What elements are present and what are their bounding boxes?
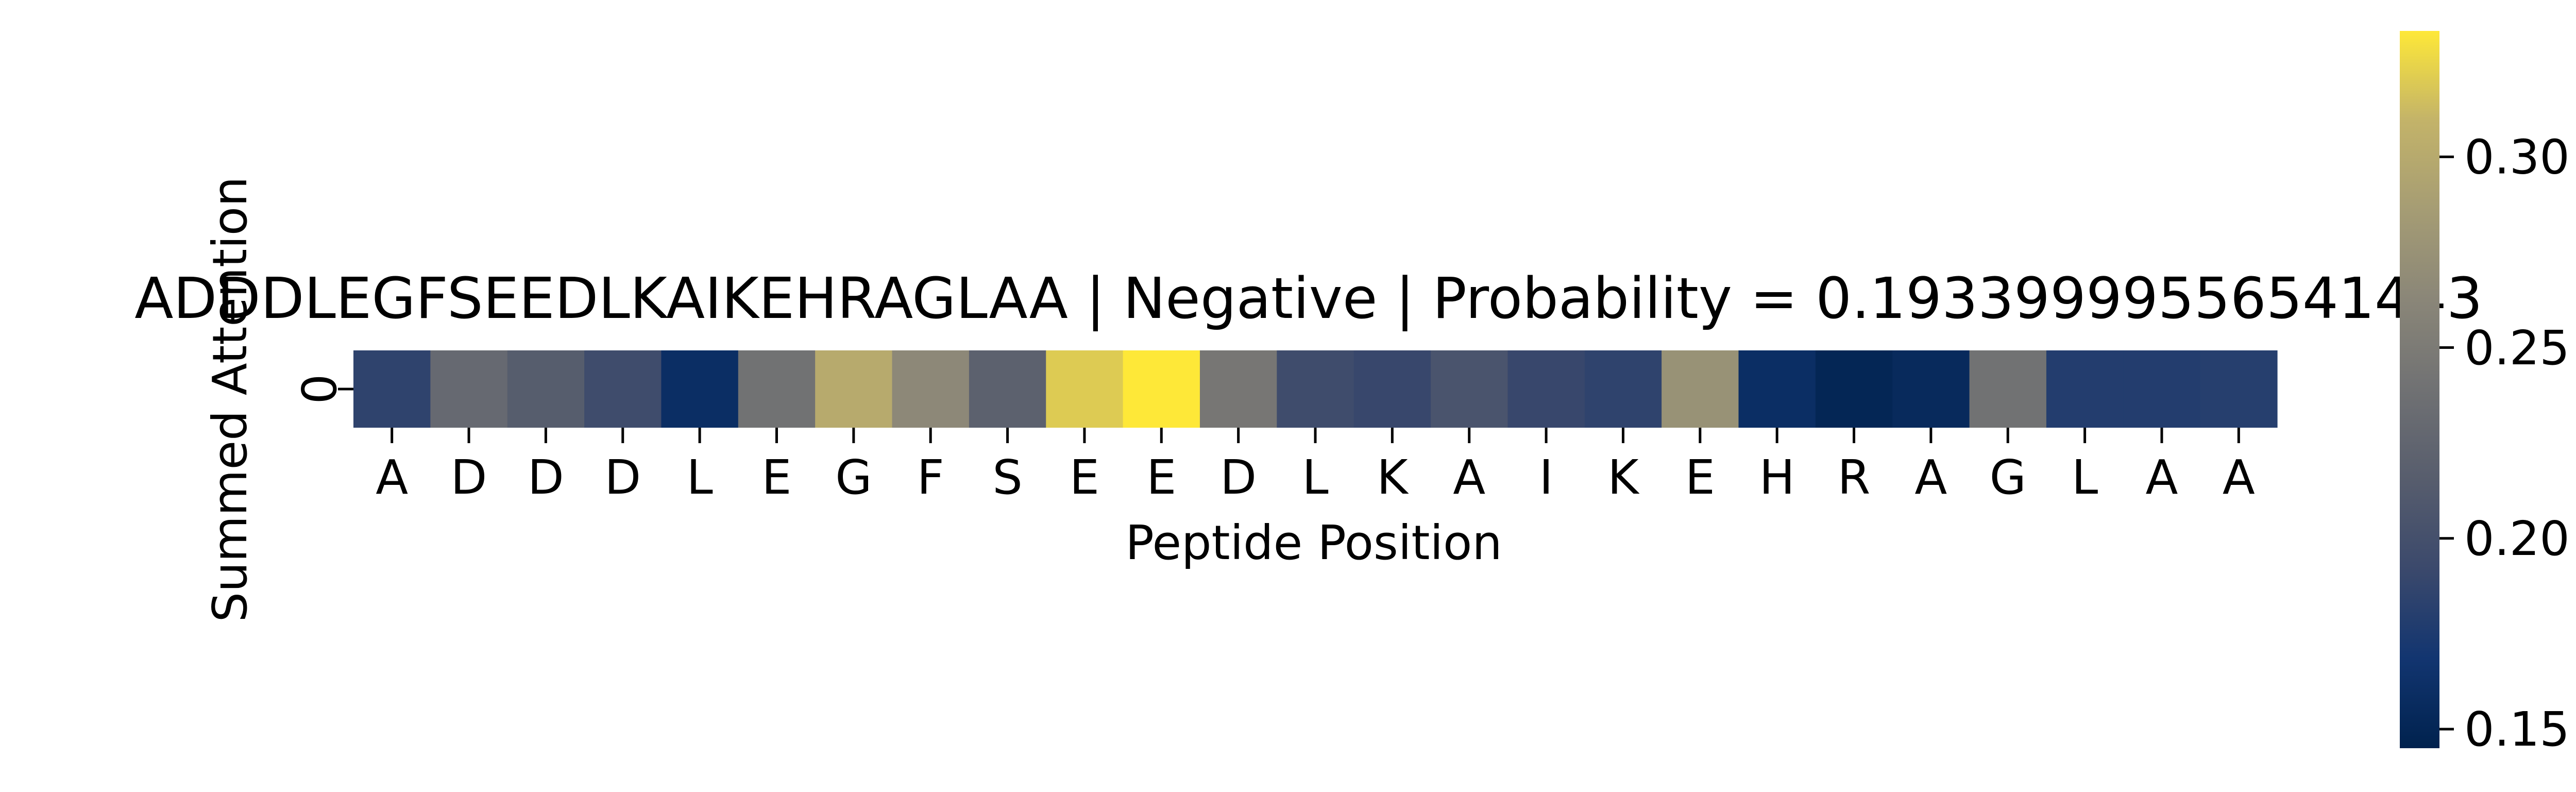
heatmap-cells <box>353 350 2278 428</box>
x-axis-label: Peptide Position <box>1125 515 1502 570</box>
x-tick-label: A <box>2145 450 2178 505</box>
y-tick-label: 0 <box>292 374 347 405</box>
colorbar-tick-label: 0.20 <box>2464 511 2570 566</box>
heatmap-cell <box>1353 350 1431 428</box>
heatmap-cell <box>2200 350 2278 428</box>
x-tick-label: R <box>1838 450 1871 505</box>
heatmap-cell <box>2123 350 2201 428</box>
heatmap-cell <box>1584 350 1662 428</box>
x-tick-label: L <box>1302 450 1328 505</box>
x-tick-label: D <box>604 450 641 505</box>
heatmap-cell <box>1815 350 1893 428</box>
colorbar-tick-label: 0.30 <box>2464 130 2570 185</box>
heatmap-cell <box>1277 350 1354 428</box>
heatmap-cell <box>430 350 508 428</box>
heatmap-cell <box>1123 350 1200 428</box>
colorbar-ticks: 0.15 0.20 0.25 0.30 <box>2439 130 2570 757</box>
x-tick-label: K <box>1607 450 1640 505</box>
x-tick-label: D <box>451 450 487 505</box>
heatmap-cell <box>661 350 739 428</box>
heatmap-cell <box>738 350 816 428</box>
x-tick-label: A <box>2223 450 2255 505</box>
x-tick-label: L <box>686 450 713 505</box>
heatmap-cell <box>969 350 1046 428</box>
colorbar <box>2400 31 2439 748</box>
colorbar-tick-label: 0.15 <box>2464 702 2570 757</box>
x-tick-label: A <box>1453 450 1485 505</box>
heatmap-cell <box>353 350 431 428</box>
heatmap-cell <box>815 350 893 428</box>
heatmap-cell <box>507 350 585 428</box>
x-tick-label: G <box>1990 450 2026 505</box>
x-tick-label: H <box>1759 450 1795 505</box>
x-tick-label: E <box>1070 450 1099 505</box>
x-tick-label: D <box>528 450 564 505</box>
x-tick-label: G <box>835 450 872 505</box>
y-axis-ticks: 0 <box>292 374 353 405</box>
heatmap-cell <box>1738 350 1816 428</box>
heatmap-cell <box>1199 350 1277 428</box>
heatmap-cell <box>1662 350 1739 428</box>
x-tick-label: D <box>1220 450 1257 505</box>
colorbar-tick-label: 0.25 <box>2464 321 2570 376</box>
x-tick-label: E <box>761 450 791 505</box>
heatmap-cell <box>584 350 662 428</box>
x-tick-label: E <box>1685 450 1715 505</box>
heatmap-cell <box>1969 350 2047 428</box>
heatmap-cell <box>1431 350 1508 428</box>
heatmap-cell <box>2046 350 2124 428</box>
x-tick-label: F <box>917 450 944 505</box>
heatmap-cell <box>892 350 970 428</box>
y-axis-label: Summed Attention <box>202 177 258 622</box>
x-tick-label: L <box>2072 450 2098 505</box>
x-tick-label: A <box>376 450 408 505</box>
heatmap-cell <box>1892 350 1970 428</box>
x-tick-label: S <box>992 450 1022 505</box>
x-tick-label: A <box>1914 450 1947 505</box>
x-tick-label: K <box>1377 450 1409 505</box>
heatmap-cell <box>1507 350 1585 428</box>
chart-title: ADDDLEGFSEEDLKAIKEHRAGLAA | Negative | P… <box>134 265 2483 332</box>
x-tick-label: E <box>1146 450 1176 505</box>
x-tick-label: I <box>1539 450 1553 505</box>
heatmap-cell <box>1046 350 1124 428</box>
